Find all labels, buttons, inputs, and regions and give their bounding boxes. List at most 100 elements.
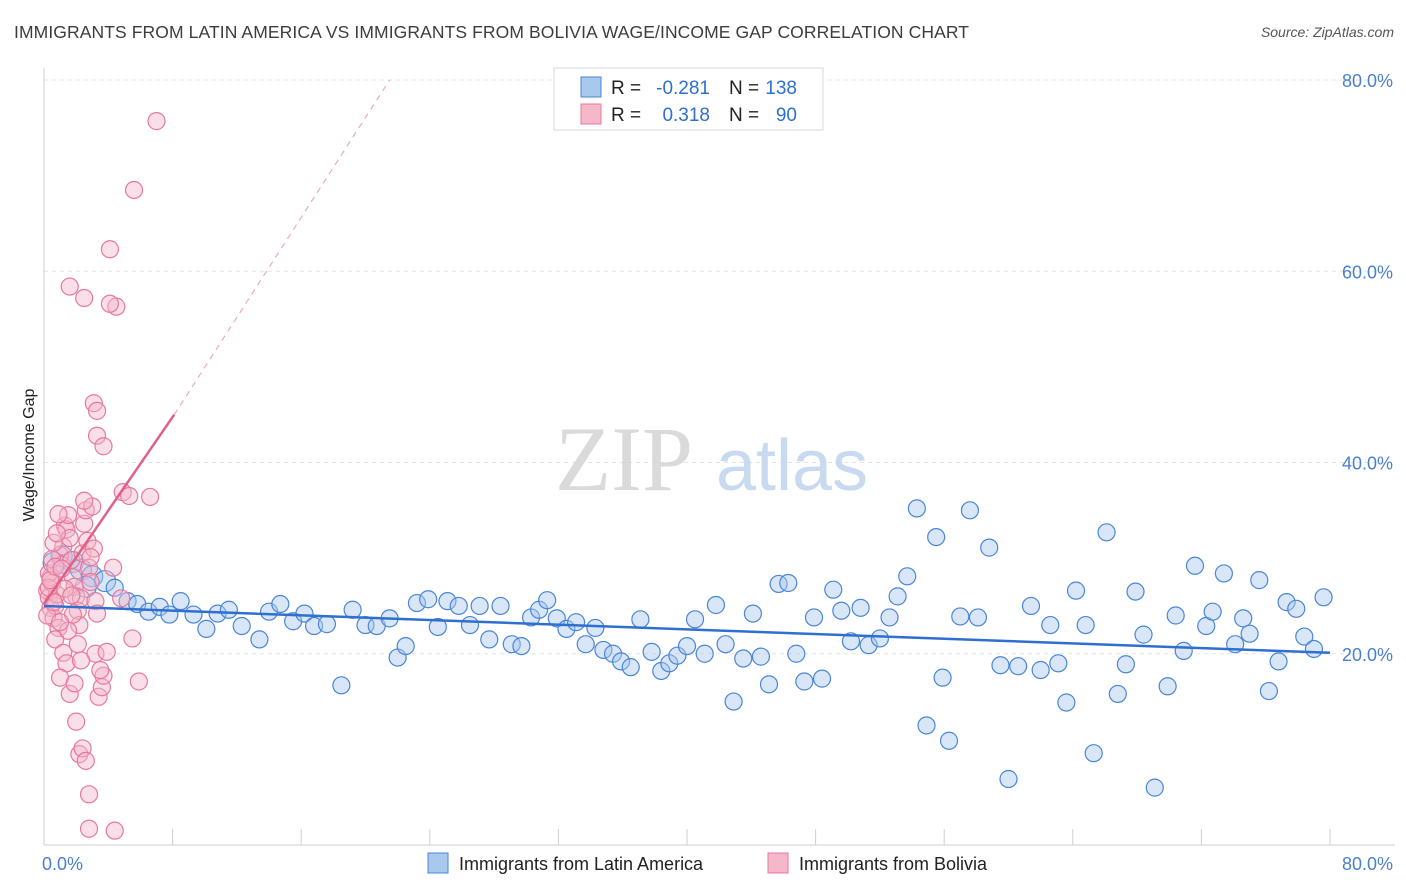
- point-bolivia: [44, 533, 63, 552]
- point-bolivia: [75, 514, 94, 533]
- point-latin-america: [538, 591, 557, 610]
- y-tick-label: 20.0%: [1342, 645, 1393, 665]
- point-latin-america: [160, 605, 179, 624]
- legend: R = -0.281 N = 138 R = 0.318 N = 90: [553, 67, 824, 131]
- point-bolivia: [104, 558, 123, 577]
- point-latin-america: [139, 602, 158, 621]
- point-latin-america: [1314, 588, 1333, 607]
- point-bolivia: [54, 643, 73, 662]
- point-latin-america: [751, 647, 771, 666]
- point-latin-america: [621, 658, 640, 677]
- point-bolivia: [81, 572, 100, 592]
- point-bolivia: [71, 651, 91, 670]
- point-bolivia: [75, 288, 94, 308]
- point-latin-america: [716, 635, 735, 654]
- point-latin-america: [779, 573, 798, 593]
- point-latin-america: [880, 608, 899, 627]
- y-tick-labels: 20.0% 40.0% 60.0% 80.0%: [1342, 71, 1393, 665]
- point-latin-america: [1084, 744, 1103, 763]
- point-bolivia: [76, 751, 95, 770]
- point-bolivia: [100, 294, 120, 313]
- point-latin-america: [1269, 652, 1288, 671]
- point-latin-america: [1295, 627, 1314, 646]
- legend-swatch-pink: [580, 103, 602, 125]
- point-bolivia: [129, 672, 148, 691]
- point-latin-america: [611, 652, 631, 671]
- legend-r-value-1: -0.281: [656, 78, 710, 99]
- bottom-legend-swatch-blue: [427, 852, 449, 874]
- y-tick-label: 80.0%: [1342, 71, 1393, 91]
- point-bolivia: [60, 684, 79, 704]
- point-latin-america: [907, 499, 926, 518]
- point-latin-america: [1116, 655, 1135, 674]
- point-latin-america: [586, 618, 605, 638]
- point-latin-america: [927, 527, 946, 547]
- watermark-atlas: atlas: [716, 426, 868, 506]
- point-latin-america: [1250, 571, 1269, 590]
- y-tick-label: 60.0%: [1342, 262, 1393, 282]
- point-latin-america: [407, 593, 427, 613]
- point-latin-america: [870, 629, 890, 648]
- point-latin-america: [812, 669, 832, 688]
- point-latin-america: [1041, 615, 1060, 635]
- point-latin-america: [1203, 602, 1222, 621]
- point-latin-america: [419, 590, 438, 609]
- point-latin-america: [438, 592, 457, 611]
- point-bolivia: [87, 401, 107, 420]
- point-latin-america: [787, 644, 806, 663]
- trend-line-bolivia: [42, 413, 176, 605]
- point-latin-america: [1277, 593, 1296, 612]
- point-bolivia: [55, 579, 74, 598]
- point-latin-america: [851, 598, 870, 617]
- point-bolivia: [65, 674, 84, 693]
- point-latin-america: [1031, 660, 1050, 680]
- point-latin-america: [1287, 599, 1306, 618]
- trend-line-latin-america: [43, 604, 1331, 655]
- point-latin-america: [1158, 677, 1177, 696]
- point-latin-america: [898, 567, 917, 586]
- point-latin-america: [951, 607, 970, 626]
- watermark: ZIP atlas: [555, 408, 868, 510]
- point-latin-america: [1049, 654, 1068, 673]
- legend-n-value-2: 90: [776, 105, 797, 126]
- bottom-legend-bolivia: Immigrants from Bolivia: [799, 854, 988, 874]
- series-latin-america-points: [42, 499, 1333, 797]
- point-latin-america: [832, 601, 851, 620]
- series-bolivia-points: [38, 112, 166, 840]
- point-latin-america: [933, 668, 952, 687]
- chart-source: Source: ZipAtlas.com: [1260, 24, 1394, 40]
- point-latin-america: [1057, 693, 1076, 712]
- point-latin-america: [759, 675, 779, 694]
- point-bolivia: [105, 821, 124, 840]
- bottom-legend-latin-america: Immigrants from Latin America: [459, 854, 704, 874]
- point-latin-america: [804, 608, 824, 627]
- point-latin-america: [1076, 615, 1095, 635]
- point-latin-america: [1166, 606, 1185, 625]
- point-latin-america: [1259, 681, 1279, 701]
- point-bolivia: [79, 785, 99, 804]
- point-bolivia: [44, 593, 63, 612]
- point-latin-america: [594, 640, 613, 660]
- point-bolivia: [49, 505, 68, 524]
- y-axis-title: Wage/Income Gap: [21, 389, 38, 522]
- legend-r-label-2: R =: [611, 105, 641, 126]
- point-bolivia: [87, 604, 107, 623]
- point-latin-america: [197, 619, 216, 638]
- point-bolivia: [47, 524, 66, 543]
- point-latin-america: [1240, 624, 1259, 643]
- point-bolivia: [91, 660, 110, 680]
- point-latin-america: [396, 636, 415, 656]
- point-bolivia: [100, 240, 120, 259]
- point-bolivia: [123, 629, 142, 648]
- point-latin-america: [171, 592, 190, 611]
- point-latin-america: [980, 538, 999, 557]
- point-latin-america: [677, 636, 697, 656]
- chart-title: IMMIGRANTS FROM LATIN AMERICA VS IMMIGRA…: [14, 22, 970, 42]
- point-bolivia: [89, 687, 108, 706]
- point-bolivia: [70, 615, 89, 635]
- point-latin-america: [685, 610, 705, 629]
- point-bolivia: [87, 426, 107, 445]
- point-latin-america: [841, 632, 861, 651]
- x-tick-label-max: 80.0%: [1342, 854, 1393, 874]
